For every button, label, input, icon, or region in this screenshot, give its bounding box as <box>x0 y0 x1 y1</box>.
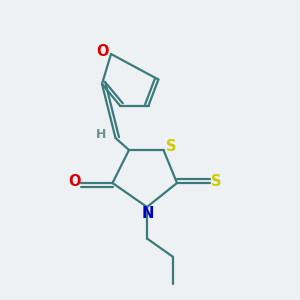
Text: O: O <box>68 174 81 189</box>
Text: H: H <box>96 128 106 142</box>
Text: S: S <box>211 174 222 189</box>
Text: O: O <box>96 44 109 59</box>
Text: N: N <box>141 206 154 221</box>
Text: S: S <box>166 139 176 154</box>
